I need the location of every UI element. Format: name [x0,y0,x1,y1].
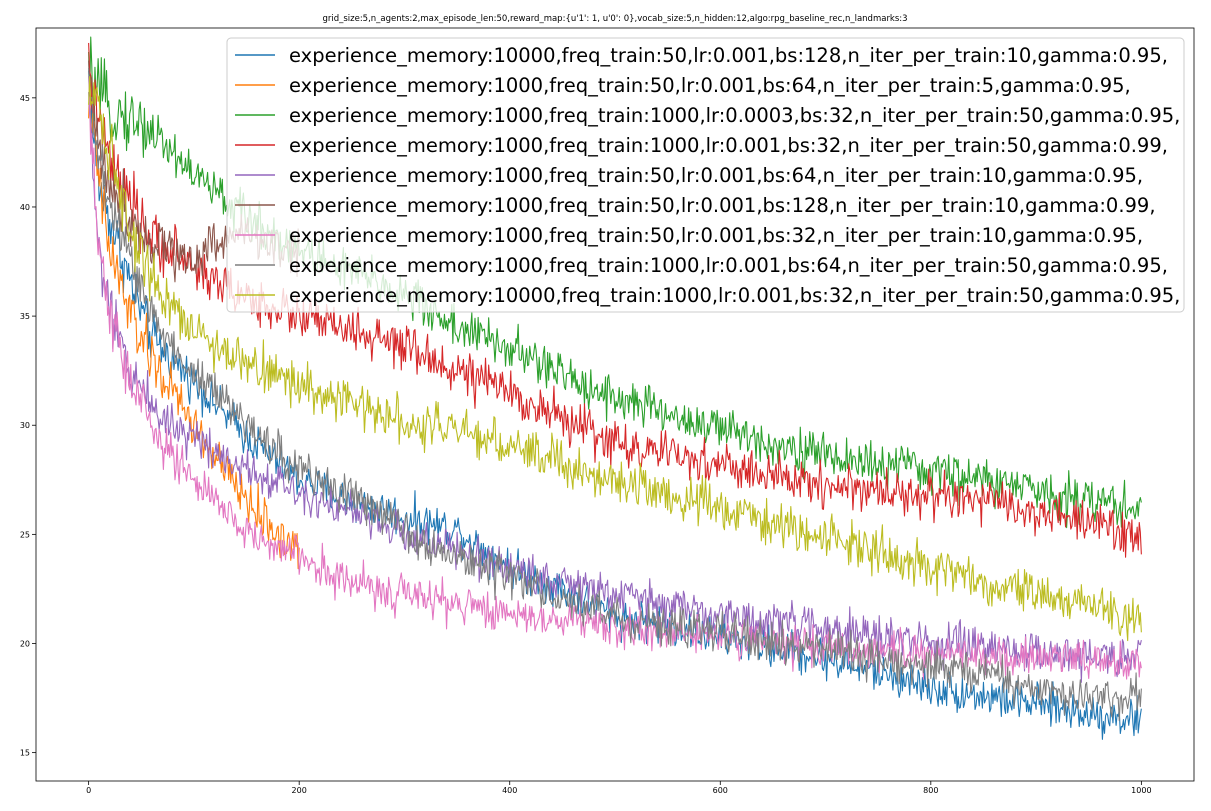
y-tick-label: 30 [20,421,30,430]
legend-label-7: experience_memory:1000,freq_train:1000,l… [289,254,1168,277]
series-line-1 [88,80,300,570]
y-tick-label: 15 [20,749,30,758]
legend-label-0: experience_memory:10000,freq_train:50,lr… [289,44,1168,67]
legend-label-3: experience_memory:1000,freq_train:1000,l… [289,134,1168,157]
series-line-8 [88,76,1142,642]
legend-label-4: experience_memory:1000,freq_train:50,lr:… [289,164,1143,187]
chart-title: grid_size:5,n_agents:2,max_episode_len:5… [322,14,908,24]
legend-label-6: experience_memory:1000,freq_train:50,lr:… [289,224,1143,247]
y-tick-label: 35 [20,312,30,321]
legend: experience_memory:10000,freq_train:50,lr… [226,37,1185,313]
x-tick-label: 200 [292,786,307,795]
y-tick-label: 40 [20,203,30,212]
y-tick-label: 20 [20,639,30,648]
y-tick-label: 45 [20,94,30,103]
x-tick-label: 0 [86,786,91,795]
x-tick-label: 1000 [1131,786,1151,795]
legend-label-5: experience_memory:1000,freq_train:50,lr:… [289,194,1156,217]
axes-frame [35,27,1195,782]
x-tick-label: 800 [923,786,938,795]
x-tick-label: 400 [502,786,517,795]
series-line-7 [88,68,1142,722]
legend-box [226,37,1185,313]
series-line-6 [88,76,1142,680]
legend-label-2: experience_memory:1000,freq_train:1000,l… [289,104,1180,127]
y-tick-label: 25 [20,530,30,539]
legend-label-1: experience_memory:1000,freq_train:50,lr:… [289,74,1131,97]
legend-label-8: experience_memory:10000,freq_train:1000,… [289,284,1180,307]
x-tick-label: 600 [713,786,728,795]
